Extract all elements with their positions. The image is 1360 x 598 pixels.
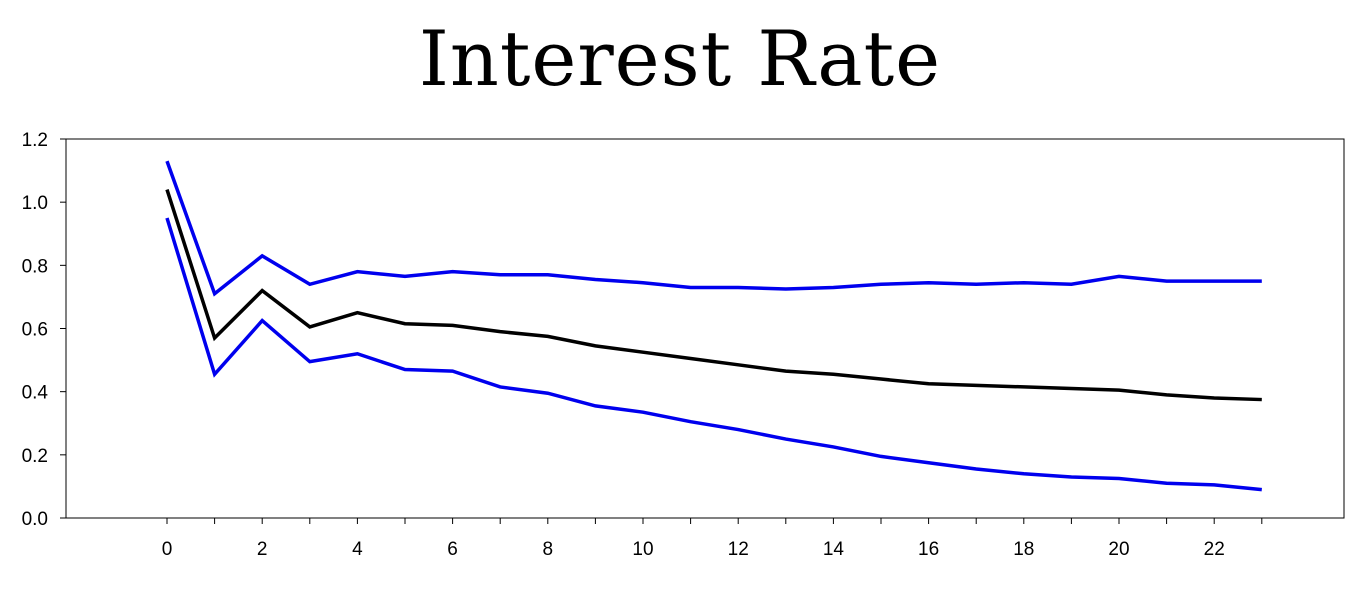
x-tick-label: 6 (447, 539, 458, 560)
x-tick-label: 20 (1108, 539, 1129, 560)
y-tick-label: 0.0 (22, 509, 48, 530)
x-tick-label: 0 (162, 539, 173, 560)
x-tick-label: 18 (1013, 539, 1034, 560)
y-tick-label: 1.0 (22, 193, 48, 214)
y-tick-label: 0.4 (22, 383, 49, 404)
y-tick-label: 0.6 (22, 320, 48, 341)
series-line-1 (165, 188, 1262, 402)
y-axis: 0.0 0.2 0.4 0.6 0.8 1.0 1.2 (22, 130, 66, 530)
series-line-0 (165, 160, 1262, 297)
plot-frame (65, 138, 1345, 519)
x-tick-label: 16 (918, 539, 939, 560)
chart-title: Interest Rate (418, 14, 942, 103)
x-tick-label: 14 (823, 539, 845, 560)
x-tick-label: 4 (352, 539, 363, 560)
x-tick-label: 10 (632, 539, 653, 560)
series-layer (165, 160, 1262, 492)
x-axis: 0 2 4 6 8 10 12 14 16 18 20 22 (162, 518, 1263, 560)
y-tick-label: 0.8 (22, 256, 48, 277)
x-tick-label: 22 (1204, 539, 1225, 560)
series-line-2 (165, 217, 1262, 492)
x-tick-label: 8 (543, 539, 554, 560)
y-tick-label: 0.2 (22, 446, 48, 467)
x-tick-label: 12 (728, 539, 749, 560)
x-tick-label: 2 (257, 539, 268, 560)
y-tick-label: 1.2 (22, 130, 48, 151)
